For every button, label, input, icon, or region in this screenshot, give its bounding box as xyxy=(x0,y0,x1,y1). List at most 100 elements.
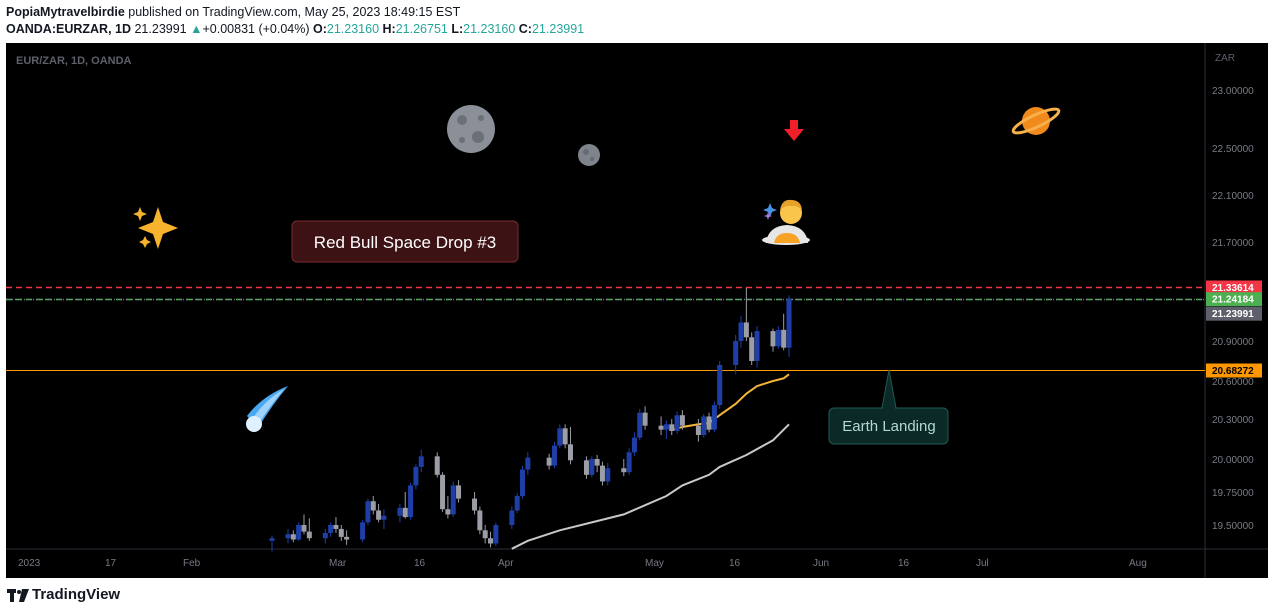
candle xyxy=(514,493,520,514)
candle xyxy=(754,326,760,368)
candle-body xyxy=(472,498,478,511)
brand-footer[interactable]: TradingView xyxy=(7,586,120,603)
candle xyxy=(626,448,632,475)
candle-body xyxy=(418,456,424,467)
candle xyxy=(397,503,403,523)
candle-body xyxy=(631,437,637,453)
candle-body xyxy=(285,534,291,539)
candle xyxy=(717,361,723,409)
candle-body xyxy=(589,459,595,475)
candle xyxy=(679,410,685,430)
brand-name: TradingView xyxy=(32,586,121,603)
candle xyxy=(605,462,611,486)
candle-body xyxy=(509,510,515,525)
candle-body xyxy=(296,525,302,540)
candle xyxy=(456,480,462,503)
publisher-name[interactable]: PopiaMytravelbirdie xyxy=(6,5,125,19)
candle-body xyxy=(344,536,350,540)
candle xyxy=(695,419,701,442)
candle-body xyxy=(743,322,749,338)
price-axis[interactable]: 23.00000 22.50000 22.10000 21.70000 20.90000… xyxy=(1206,86,1262,532)
x-tick-label: Apr xyxy=(498,558,514,569)
candle-body xyxy=(381,515,387,520)
candle xyxy=(733,334,739,375)
candle-body xyxy=(706,416,712,430)
candle xyxy=(706,412,712,433)
y-tick-label: 19.75000 xyxy=(1212,488,1254,499)
candle-body xyxy=(482,530,488,539)
candle xyxy=(376,503,382,523)
candle-body xyxy=(301,525,307,532)
close-label: C: xyxy=(518,22,532,36)
last-price: 21.23991 xyxy=(134,22,187,36)
price-label: 21.24184 xyxy=(1206,292,1262,307)
publish-info: PopiaMytravelbirdie published on Trading… xyxy=(6,5,460,19)
price-label: 20.68272 xyxy=(1206,363,1262,378)
open-value: 21.23160 xyxy=(326,22,380,36)
candle xyxy=(701,413,707,438)
x-tick-label: May xyxy=(645,558,664,569)
candle-body xyxy=(520,469,526,496)
candle xyxy=(594,455,600,473)
candle xyxy=(738,316,744,348)
space-drop-callout[interactable]: Red Bull Space Drop #3 xyxy=(291,220,519,263)
y-tick-label: 20.90000 xyxy=(1212,337,1254,348)
candle xyxy=(781,313,787,351)
low-value: 21.23160 xyxy=(463,22,516,36)
candle xyxy=(509,506,515,529)
candle-body xyxy=(583,460,589,475)
candle-body xyxy=(525,457,531,470)
earth-landing-callout[interactable]: Earth Landing xyxy=(828,369,949,445)
earth-landing-callout-text: Earth Landing xyxy=(842,418,935,435)
candle-body xyxy=(546,457,552,466)
horizontal-lines xyxy=(6,286,1205,371)
candle-body xyxy=(376,510,382,520)
candle-body xyxy=(626,452,632,473)
candle-body xyxy=(786,298,792,348)
candle-body xyxy=(717,365,723,406)
candle xyxy=(408,482,414,520)
y-tick-label: 19.50000 xyxy=(1212,521,1254,532)
high-label: H: xyxy=(382,22,396,36)
price-label-box xyxy=(1206,306,1262,321)
candle xyxy=(418,449,424,473)
candle xyxy=(296,522,302,541)
candle xyxy=(472,492,478,515)
sparkles-icon xyxy=(133,207,178,249)
candle-body xyxy=(434,456,440,475)
candle xyxy=(520,465,526,499)
candle xyxy=(482,525,488,544)
candle xyxy=(749,332,755,365)
candle-body xyxy=(567,444,573,461)
candle-body xyxy=(599,465,605,482)
down-arrow-icon xyxy=(784,120,804,141)
candle xyxy=(488,531,494,548)
y-tick-label: 23.00000 xyxy=(1212,86,1254,97)
candle-body xyxy=(594,459,600,466)
candle-body xyxy=(711,405,717,430)
candle xyxy=(338,525,344,541)
candle-body xyxy=(338,528,344,537)
candle-body xyxy=(642,412,648,426)
y-tick-label: 22.10000 xyxy=(1212,191,1254,202)
candle xyxy=(562,424,568,449)
x-tick-label: Mar xyxy=(329,558,347,569)
candle-body xyxy=(488,538,494,544)
candle-body xyxy=(749,337,755,361)
close-value: 21.23991 xyxy=(531,22,585,36)
time-axis[interactable]: 2023 17 Feb Mar 16 Apr May 16 Jun 16 Jul Aug xyxy=(18,558,1147,569)
candle xyxy=(589,456,595,478)
candle xyxy=(434,452,440,478)
candle-body xyxy=(781,329,787,348)
candle xyxy=(360,519,366,543)
candle xyxy=(285,528,291,544)
ma-slow-line xyxy=(511,423,790,550)
candle xyxy=(525,452,531,475)
y-tick-label: 20.00000 xyxy=(1212,455,1254,466)
low-label: L: xyxy=(451,22,464,36)
small-moon-icon xyxy=(578,144,600,166)
candle-body xyxy=(775,329,781,347)
candle xyxy=(290,530,296,543)
candle-body xyxy=(306,531,312,539)
